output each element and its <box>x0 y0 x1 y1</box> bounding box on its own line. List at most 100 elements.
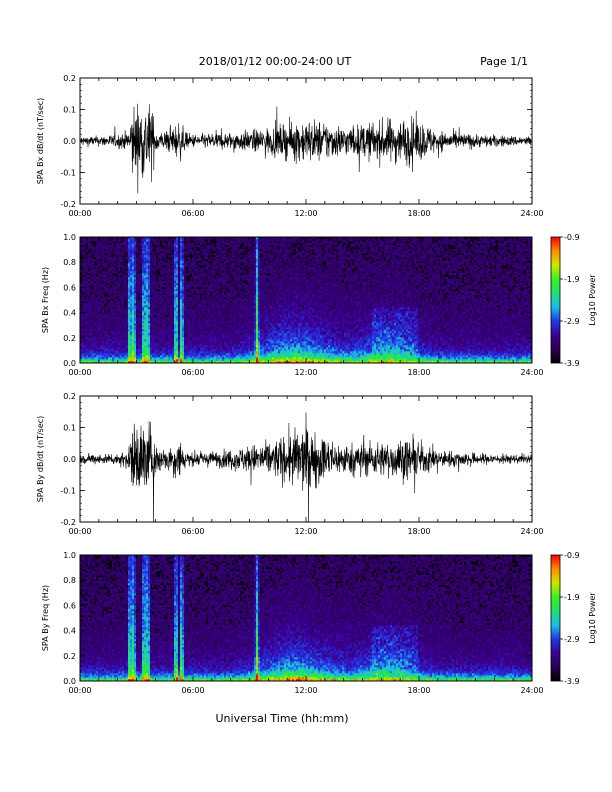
spectrogram-cell <box>172 299 174 301</box>
spectrogram-cell <box>104 309 106 311</box>
spectrogram-cell <box>98 261 100 263</box>
spectrogram-cell <box>84 291 86 293</box>
spectrogram-cell <box>178 257 180 259</box>
spectrogram-cell <box>228 285 230 287</box>
spectrogram-cell <box>246 313 248 315</box>
spectrogram-cell <box>158 287 160 289</box>
spectrogram-cell <box>164 353 166 355</box>
spectrogram-cell <box>234 343 236 345</box>
spectrogram-cell <box>196 241 198 243</box>
spectrogram-cell <box>224 321 226 323</box>
spectrogram-cell <box>134 257 136 259</box>
spectrogram-cell <box>154 319 156 321</box>
spectrogram-cell <box>160 357 162 359</box>
spectrogram-cell <box>218 243 220 245</box>
spectrogram-cell <box>96 307 98 309</box>
spectrogram-cell <box>214 315 216 317</box>
spectrogram-cell <box>196 269 198 271</box>
spectrogram-cell <box>170 321 172 323</box>
spectrogram-cell <box>172 273 174 275</box>
spectrogram-cell <box>100 357 102 359</box>
spectrogram-cell <box>168 281 170 283</box>
spectrogram-cell <box>222 267 224 269</box>
spectrogram-cell <box>174 323 176 325</box>
spectrogram-cell <box>200 313 202 315</box>
spectrogram-cell <box>232 307 234 309</box>
spectrogram-cell <box>220 335 222 337</box>
spectrogram-cell <box>156 301 158 303</box>
spectrogram-cell <box>116 315 118 317</box>
spectrogram-cell <box>196 345 198 347</box>
spectrogram-cell <box>230 279 232 281</box>
spectrogram-cell <box>112 307 114 309</box>
spectrogram-cell <box>184 305 186 307</box>
spectrogram-cell <box>92 245 94 247</box>
spectrogram-cell <box>224 299 226 301</box>
spectrogram-cell <box>178 275 180 277</box>
spectrogram-cell <box>166 335 168 337</box>
spectrogram-cell <box>118 243 120 245</box>
spectrogram-cell <box>132 353 134 355</box>
spectrogram-cell <box>126 337 128 339</box>
spectrogram-cell <box>134 305 136 307</box>
spectrogram-cell <box>220 279 222 281</box>
spectrogram-cell <box>214 339 216 341</box>
spectrogram-cell <box>110 279 112 281</box>
spectrogram-cell <box>232 247 234 249</box>
spectrogram-cell <box>188 311 190 313</box>
spectrogram-cell <box>244 315 246 317</box>
spectrogram-cell <box>128 351 130 353</box>
spectrogram-cell <box>148 325 150 327</box>
spectrogram-cell <box>188 329 190 331</box>
spectrogram-cell <box>198 303 200 305</box>
spectrogram-cell <box>130 247 132 249</box>
spectrogram-cell <box>198 339 200 341</box>
spectrogram-cell <box>104 263 106 265</box>
spectrogram-cell <box>162 273 164 275</box>
spectrogram-cell <box>146 281 148 283</box>
spectrogram-cell <box>110 277 112 279</box>
spectrogram-cell <box>200 329 202 331</box>
spectrogram-cell <box>134 311 136 313</box>
spectrogram-cell <box>238 343 240 345</box>
spectrogram-cell <box>242 241 244 243</box>
spectrogram-cell <box>82 325 84 327</box>
spectrogram-cell <box>230 317 232 319</box>
spectrogram-cell <box>92 269 94 271</box>
spectrogram-cell <box>170 357 172 359</box>
spectrogram-cell <box>214 333 216 335</box>
spectrogram-cell <box>220 339 222 341</box>
spectrogram-cell <box>130 263 132 265</box>
spectrogram-cell <box>162 267 164 269</box>
spectrogram-cell <box>216 321 218 323</box>
spectrogram-cell <box>92 299 94 301</box>
spectrogram-cell <box>148 253 150 255</box>
spectrogram-cell <box>226 305 228 307</box>
spectrogram-cell <box>240 327 242 329</box>
spectrogram-cell <box>192 265 194 267</box>
spectrogram-cell <box>228 353 230 355</box>
spectrogram-cell <box>212 285 214 287</box>
spectrogram-cell <box>212 253 214 255</box>
spectrogram-cell <box>174 325 176 327</box>
spectrogram-cell <box>242 347 244 349</box>
spectrogram-cell <box>220 303 222 305</box>
spectrogram-cell <box>124 357 126 359</box>
spectrogram-cell <box>146 247 148 249</box>
spectrogram-cell <box>116 251 118 253</box>
spectrogram-cell <box>162 251 164 253</box>
spectrogram-cell <box>156 335 158 337</box>
spectrogram-cell <box>86 305 88 307</box>
spectrogram-cell <box>84 245 86 247</box>
spectrogram-cell <box>86 285 88 287</box>
spectrogram-cell <box>152 351 154 353</box>
spectrogram-cell <box>222 327 224 329</box>
spectrogram-cell <box>222 345 224 347</box>
spectrogram-cell <box>178 331 180 333</box>
spectrogram-cell <box>204 343 206 345</box>
spectrogram-cell <box>230 245 232 247</box>
spectrogram-cell <box>128 341 130 343</box>
spectrogram-cell <box>160 353 162 355</box>
spectrogram-cell <box>206 285 208 287</box>
spectrogram-cell <box>110 293 112 295</box>
